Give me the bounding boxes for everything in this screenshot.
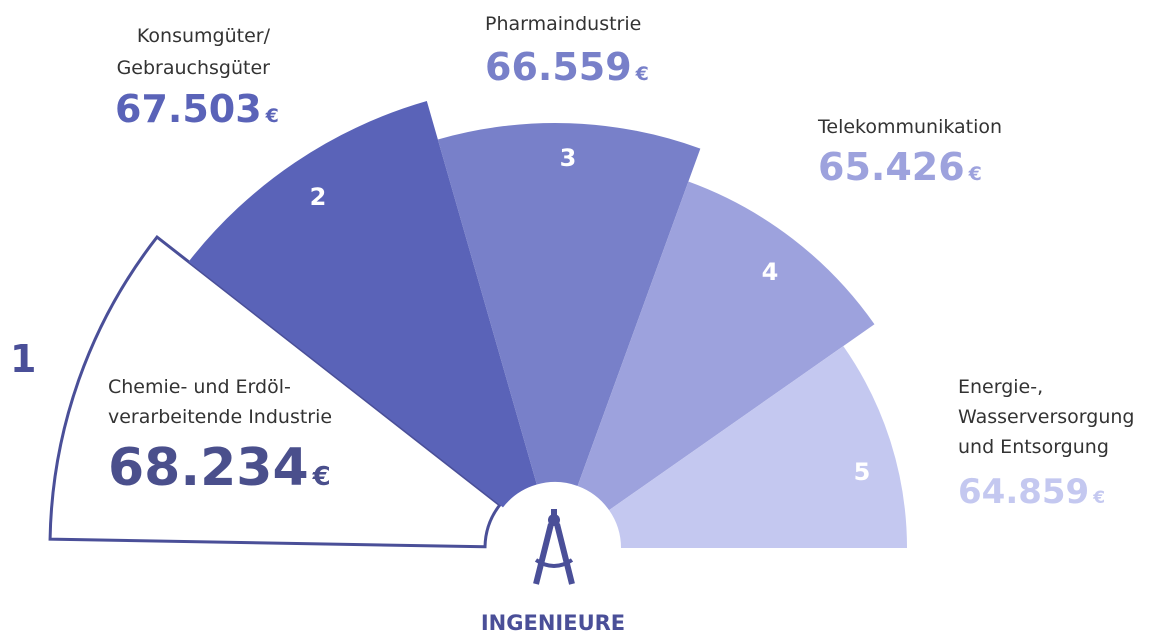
value-label: 66.559 €	[485, 45, 649, 89]
category-label: Energie-,	[958, 376, 1043, 398]
value-label: 68.234 €	[108, 438, 331, 498]
category-label: und Entsorgung	[958, 436, 1109, 458]
value-label: 67.503 €	[115, 87, 279, 131]
category-label: Gebrauchsgüter	[117, 57, 271, 79]
sector	[188, 101, 537, 508]
value-number: 67.503	[115, 87, 262, 131]
value-number: 65.426	[818, 145, 965, 189]
chart-title: INGENIEURE	[481, 611, 625, 635]
rank-number: 3	[560, 144, 577, 172]
category-label: Wasserversorgung	[958, 406, 1134, 428]
value-number: 64.859	[958, 472, 1089, 512]
category-label: verarbeitende Industrie	[108, 406, 332, 428]
category-label: Konsumgüter/	[137, 25, 271, 47]
value-unit: €	[312, 462, 331, 492]
rank-number: 4	[762, 258, 779, 286]
sector	[609, 346, 908, 548]
sector	[437, 122, 701, 486]
category-label: Chemie- und Erdöl-	[108, 376, 291, 398]
rank-number: 5	[854, 458, 871, 486]
value-unit: €	[265, 105, 279, 127]
compass-icon	[533, 509, 575, 585]
rank-number: 2	[310, 183, 327, 211]
value-unit: €	[968, 163, 982, 185]
category-label: Telekommunikation	[817, 116, 1002, 138]
category-label: Pharmaindustrie	[485, 13, 641, 35]
rank-number: 1	[10, 337, 36, 381]
value-unit: €	[635, 63, 649, 85]
value-number: 68.234	[108, 438, 309, 498]
sector	[577, 181, 875, 511]
value-number: 66.559	[485, 45, 632, 89]
value-label: 65.426 €	[818, 145, 982, 189]
value-label: 64.859 €	[958, 472, 1105, 512]
sector	[48, 234, 502, 549]
value-unit: €	[1092, 488, 1105, 508]
